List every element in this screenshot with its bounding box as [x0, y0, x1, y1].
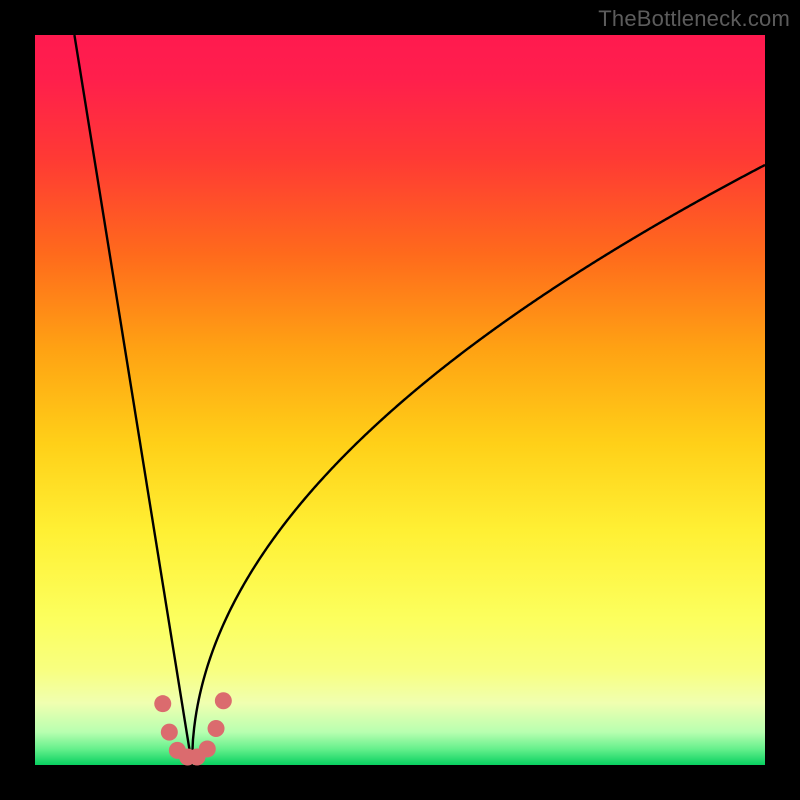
chart-gradient-bg — [35, 35, 765, 765]
curve-marker — [199, 740, 216, 757]
bottleneck-chart — [0, 0, 800, 800]
curve-marker — [208, 720, 225, 737]
curve-marker — [154, 695, 171, 712]
curve-marker — [215, 692, 232, 709]
curve-marker — [161, 724, 178, 741]
